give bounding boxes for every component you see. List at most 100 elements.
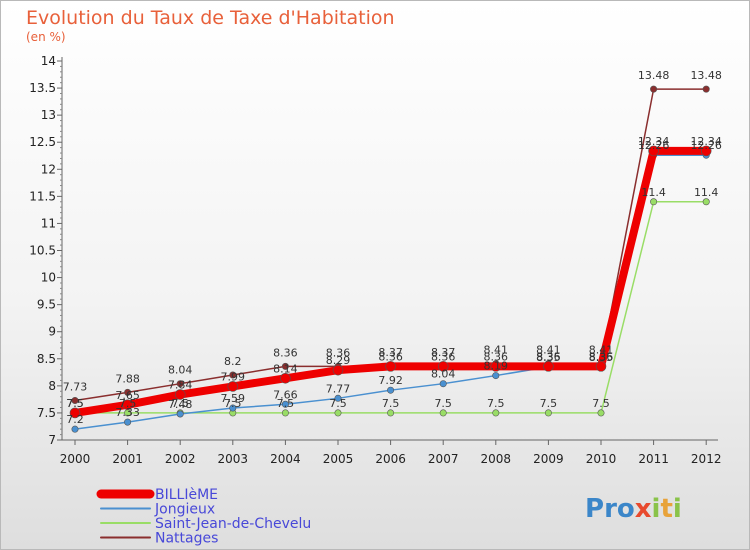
data-label: 8.35 — [536, 351, 561, 364]
x-tick-label: 2004 — [270, 452, 301, 466]
x-tick-label: 2011 — [638, 452, 669, 466]
data-label: 8.04 — [431, 368, 456, 381]
data-label: 7.5 — [329, 397, 347, 410]
x-tick-label: 2001 — [112, 452, 143, 466]
data-label: 13.48 — [638, 69, 670, 82]
data-point — [229, 371, 237, 379]
logo-letter: i — [652, 494, 661, 524]
y-tick-label: 10 — [41, 271, 56, 285]
data-point — [437, 361, 449, 372]
data-label: 8.36 — [378, 350, 403, 363]
data-label: 7.5 — [540, 397, 558, 410]
data-point — [492, 372, 500, 380]
x-tick-label: 2005 — [323, 452, 354, 466]
data-label: 7.66 — [273, 388, 298, 401]
data-point — [543, 361, 554, 372]
y-tick-label: 8 — [48, 379, 56, 393]
data-point — [71, 425, 79, 433]
data-point — [597, 409, 605, 417]
data-point — [122, 399, 133, 411]
data-point — [281, 400, 289, 408]
x-tick-label: 2002 — [165, 452, 196, 466]
data-label: 7.84 — [168, 379, 193, 392]
y-tick-label: 12 — [41, 162, 56, 176]
data-point — [387, 386, 395, 394]
data-point — [492, 409, 500, 417]
data-label: 8.36 — [484, 350, 509, 363]
series-layer — [69, 85, 712, 433]
data-point — [439, 409, 447, 417]
x-tick-label: 2003 — [218, 452, 249, 466]
data-label: 7.5 — [487, 397, 505, 410]
data-label: 8.2 — [224, 355, 242, 368]
data-label: 12.26 — [690, 139, 722, 152]
data-label: 8.19 — [484, 360, 509, 373]
proxiti-logo: Proxiti — [585, 494, 682, 524]
data-label: 8.36 — [536, 350, 561, 363]
y-tick-label: 11 — [41, 216, 56, 230]
data-label: 8.36 — [589, 350, 614, 363]
data-label: 7.5 — [224, 397, 242, 410]
legend-label: Saint-Jean-de-Chevelu — [155, 516, 311, 532]
y-tick-label: 7.5 — [37, 406, 56, 420]
data-label: 7.88 — [115, 372, 140, 385]
data-label: 8.37 — [431, 346, 456, 359]
data-labels: 7.5 7.5 7.5 7.5 7.5 7.5 7.5 7.5 7.5 7.5 7.5 11.4 11.… — [63, 69, 722, 426]
y-tick-label: 8.5 — [37, 352, 56, 366]
data-label: 12.34 — [638, 135, 670, 148]
data-label: 8.41 — [536, 344, 561, 357]
data-point — [227, 381, 239, 392]
data-label: 7.5 — [66, 397, 84, 410]
data-label: 7.77 — [326, 382, 351, 395]
data-point — [700, 145, 712, 157]
data-point — [280, 372, 291, 384]
y-tick-label: 14 — [41, 54, 56, 68]
data-point — [229, 404, 237, 412]
data-label: 7.5 — [592, 397, 610, 410]
logo-letter: r — [604, 494, 617, 524]
x-tick-label: 2006 — [375, 452, 406, 466]
y-tick-label: 7 — [48, 433, 56, 447]
data-label: 12.26 — [638, 139, 670, 152]
y-tick-label: 9.5 — [37, 298, 56, 312]
data-label: 11.4 — [694, 186, 719, 199]
data-label: 8.36 — [273, 346, 298, 359]
y-tick-label: 11.5 — [29, 189, 56, 203]
data-point — [544, 409, 552, 417]
data-label: 7.65 — [115, 389, 140, 402]
data-label: 8.14 — [273, 362, 298, 375]
data-label: 12.34 — [690, 135, 722, 148]
logo-letter: x — [635, 494, 652, 524]
data-point — [702, 85, 710, 93]
data-label: 8.04 — [168, 364, 193, 377]
logo-letter: o — [617, 494, 635, 524]
x-tick-label: 2007 — [428, 452, 459, 466]
y-tick-label: 10.5 — [29, 244, 56, 258]
data-label: 7.59 — [221, 392, 246, 405]
data-label: 8.29 — [326, 354, 351, 367]
data-point — [650, 85, 658, 93]
data-label: 7.48 — [168, 398, 193, 411]
logo-letter: t — [660, 494, 672, 524]
x-tick-label: 2008 — [481, 452, 512, 466]
x-tick-label: 2009 — [533, 452, 564, 466]
data-point — [124, 418, 132, 426]
data-label: 8.36 — [326, 346, 351, 359]
data-label: 7.2 — [66, 413, 84, 426]
chart-title: Evolution du Taux de Taxe d'Habitation — [26, 7, 395, 29]
y-tick-label: 9 — [48, 325, 56, 339]
data-point — [387, 409, 395, 417]
data-label: 7.5 — [382, 397, 400, 410]
x-tick-label: 2012 — [691, 452, 722, 466]
data-label: 8.37 — [378, 346, 403, 359]
y-tick-label: 12.5 — [29, 135, 56, 149]
y-tick-label: 13.5 — [29, 81, 56, 95]
legend: BILLIèMEJongieuxSaint-Jean-de-CheveluNat… — [96, 487, 311, 547]
data-point — [124, 388, 132, 396]
data-point — [385, 361, 396, 372]
data-label: 8.36 — [431, 350, 456, 363]
data-label: 7.73 — [63, 380, 88, 393]
data-label: 13.48 — [690, 69, 722, 82]
data-label: 7.5 — [119, 397, 137, 410]
y-axis-unit-label: (en %) — [26, 30, 66, 44]
